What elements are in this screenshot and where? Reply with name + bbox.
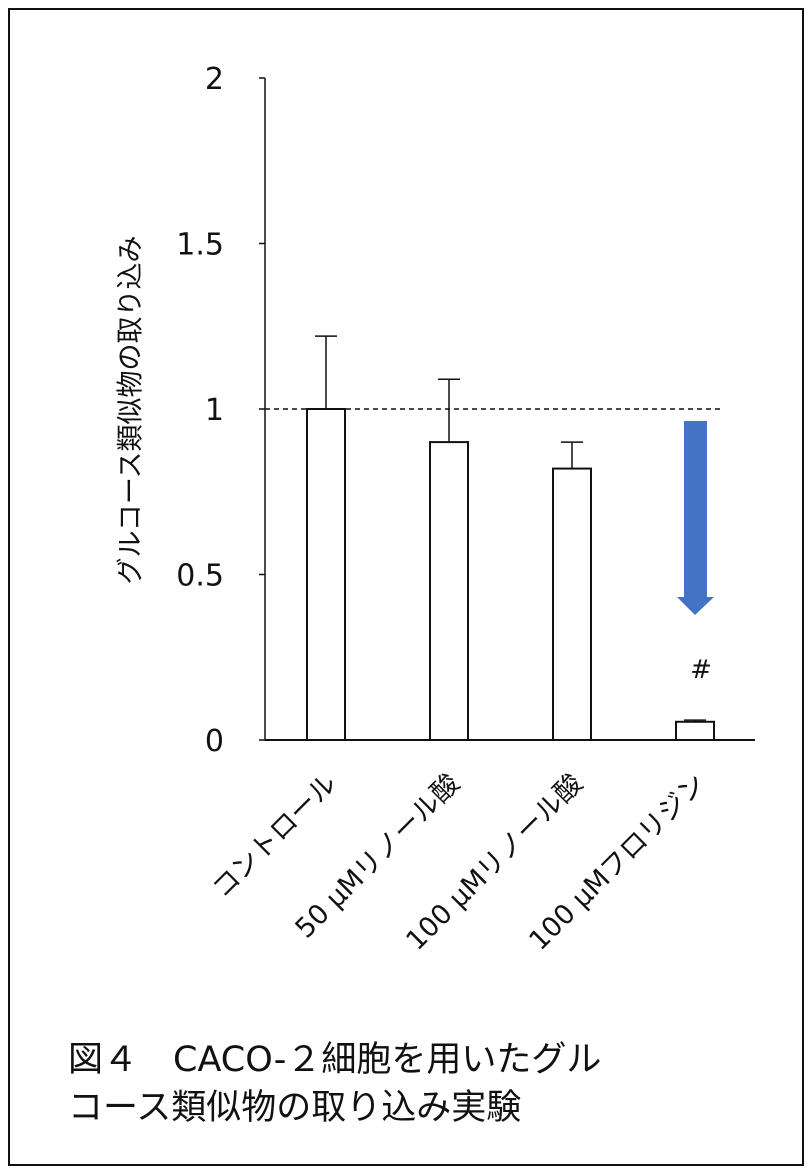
- y-tick-label: 2: [205, 62, 224, 97]
- caption-line-1: 図４ CACO-２細胞を用いたグル: [68, 1040, 602, 1080]
- x-tick-label: コントロール: [206, 768, 342, 904]
- bar: [675, 720, 715, 741]
- y-tick-label: 1: [205, 393, 224, 428]
- down-arrow-head: [677, 597, 714, 615]
- down-arrow-shaft: [684, 421, 707, 597]
- figure-caption: 図４ CACO-２細胞を用いたグル コース類似物の取り込み実験: [68, 1036, 768, 1132]
- figure-frame: [8, 8, 804, 1166]
- significance-marker: #: [690, 655, 712, 685]
- y-tick-label: 0.5: [176, 559, 224, 594]
- bar: [552, 467, 592, 741]
- bar: [306, 408, 346, 741]
- caption-line-2: コース類似物の取り込み実験: [68, 1088, 522, 1128]
- y-tick-label: 0: [205, 724, 224, 759]
- y-tick-label: 1.5: [176, 228, 224, 263]
- bar: [429, 441, 469, 741]
- y-axis-label: グルコース類似物の取り込み: [115, 235, 147, 585]
